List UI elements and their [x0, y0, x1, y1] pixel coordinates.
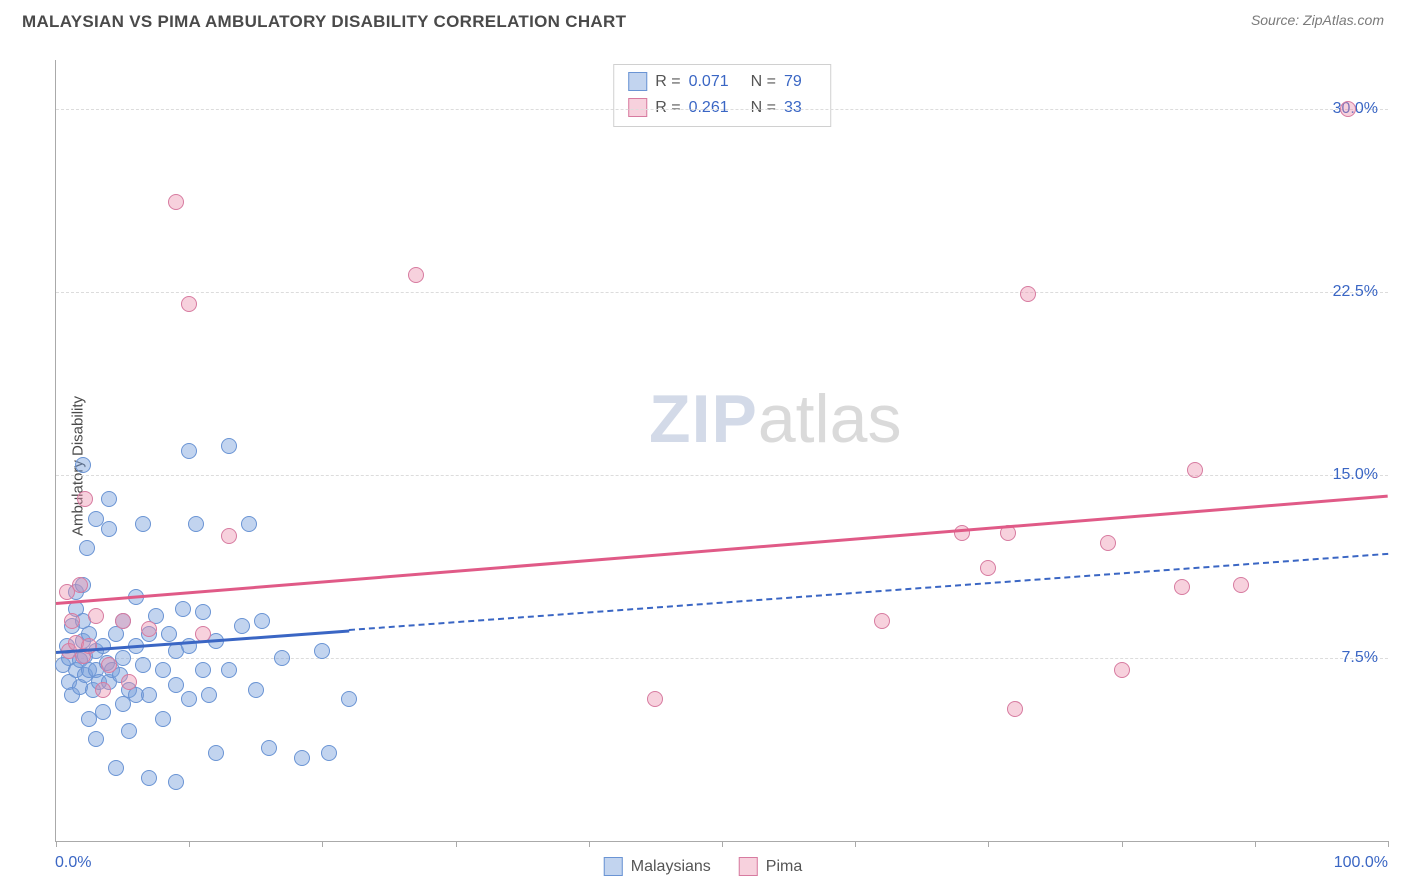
data-point: [88, 608, 104, 624]
x-tick: [589, 841, 590, 847]
x-tick: [189, 841, 190, 847]
data-point: [1340, 101, 1356, 117]
data-point: [141, 687, 157, 703]
data-point: [168, 774, 184, 790]
x-tick: [855, 841, 856, 847]
legend-swatch: [604, 857, 623, 876]
data-point: [647, 691, 663, 707]
data-point: [341, 691, 357, 707]
legend-item: Pima: [739, 857, 802, 876]
chart-title: MALAYSIAN VS PIMA AMBULATORY DISABILITY …: [22, 12, 626, 32]
data-point: [1007, 701, 1023, 717]
data-point: [168, 677, 184, 693]
watermark: ZIPatlas: [649, 380, 901, 458]
data-point: [188, 516, 204, 532]
data-point: [408, 267, 424, 283]
data-point: [261, 740, 277, 756]
data-point: [1233, 577, 1249, 593]
data-point: [161, 626, 177, 642]
data-point: [221, 662, 237, 678]
x-tick: [1388, 841, 1389, 847]
plot-area: ZIPatlas R =0.071N =79R =0.261N =33 7.5%…: [55, 60, 1388, 842]
data-point: [1100, 535, 1116, 551]
data-point: [221, 528, 237, 544]
data-point: [234, 618, 250, 634]
data-point: [221, 438, 237, 454]
data-point: [201, 687, 217, 703]
data-point: [248, 682, 264, 698]
y-tick-label: 22.5%: [1333, 283, 1378, 301]
data-point: [121, 674, 137, 690]
data-point: [141, 621, 157, 637]
legend-row: R =0.261N =33: [628, 95, 816, 121]
x-tick: [1122, 841, 1123, 847]
data-point: [274, 650, 290, 666]
legend-label: Pima: [766, 858, 802, 876]
data-point: [1020, 286, 1036, 302]
x-tick: [988, 841, 989, 847]
data-point: [75, 457, 91, 473]
correlation-legend: R =0.071N =79R =0.261N =33: [613, 64, 831, 127]
x-tick: [722, 841, 723, 847]
data-point: [874, 613, 890, 629]
data-point: [195, 662, 211, 678]
data-point: [79, 540, 95, 556]
data-point: [181, 296, 197, 312]
data-point: [121, 723, 137, 739]
gridline: [56, 658, 1388, 659]
data-point: [168, 194, 184, 210]
data-point: [72, 577, 88, 593]
data-point: [115, 613, 131, 629]
data-point: [108, 760, 124, 776]
data-point: [980, 560, 996, 576]
data-point: [208, 745, 224, 761]
data-point: [95, 682, 111, 698]
data-point: [64, 613, 80, 629]
legend-swatch: [739, 857, 758, 876]
data-point: [241, 516, 257, 532]
data-point: [254, 613, 270, 629]
data-point: [181, 691, 197, 707]
data-point: [181, 443, 197, 459]
legend-row: R =0.071N =79: [628, 69, 816, 95]
data-point: [314, 643, 330, 659]
data-point: [1114, 662, 1130, 678]
trend-line: [349, 553, 1388, 631]
data-point: [155, 662, 171, 678]
data-point: [101, 521, 117, 537]
data-point: [141, 770, 157, 786]
data-point: [95, 704, 111, 720]
y-tick-label: 7.5%: [1342, 649, 1378, 667]
data-point: [101, 657, 117, 673]
series-legend: Malaysians Pima: [604, 857, 802, 876]
data-point: [321, 745, 337, 761]
data-point: [294, 750, 310, 766]
x-tick: [56, 841, 57, 847]
y-tick-label: 15.0%: [1333, 466, 1378, 484]
data-point: [155, 711, 171, 727]
x-tick: [1255, 841, 1256, 847]
legend-swatch: [628, 98, 647, 117]
legend-item: Malaysians: [604, 857, 711, 876]
data-point: [101, 491, 117, 507]
data-point: [88, 731, 104, 747]
gridline: [56, 109, 1388, 110]
chart-container: Ambulatory Disability ZIPatlas R =0.071N…: [0, 40, 1406, 892]
data-point: [1187, 462, 1203, 478]
legend-swatch: [628, 72, 647, 91]
legend-label: Malaysians: [631, 858, 711, 876]
x-tick: [456, 841, 457, 847]
data-point: [77, 491, 93, 507]
data-point: [1174, 579, 1190, 595]
source-label: Source: ZipAtlas.com: [1251, 12, 1384, 28]
data-point: [175, 601, 191, 617]
data-point: [135, 516, 151, 532]
x-axis-max-label: 100.0%: [1334, 854, 1388, 872]
x-tick: [322, 841, 323, 847]
data-point: [135, 657, 151, 673]
gridline: [56, 292, 1388, 293]
data-point: [195, 604, 211, 620]
x-axis-min-label: 0.0%: [55, 854, 91, 872]
